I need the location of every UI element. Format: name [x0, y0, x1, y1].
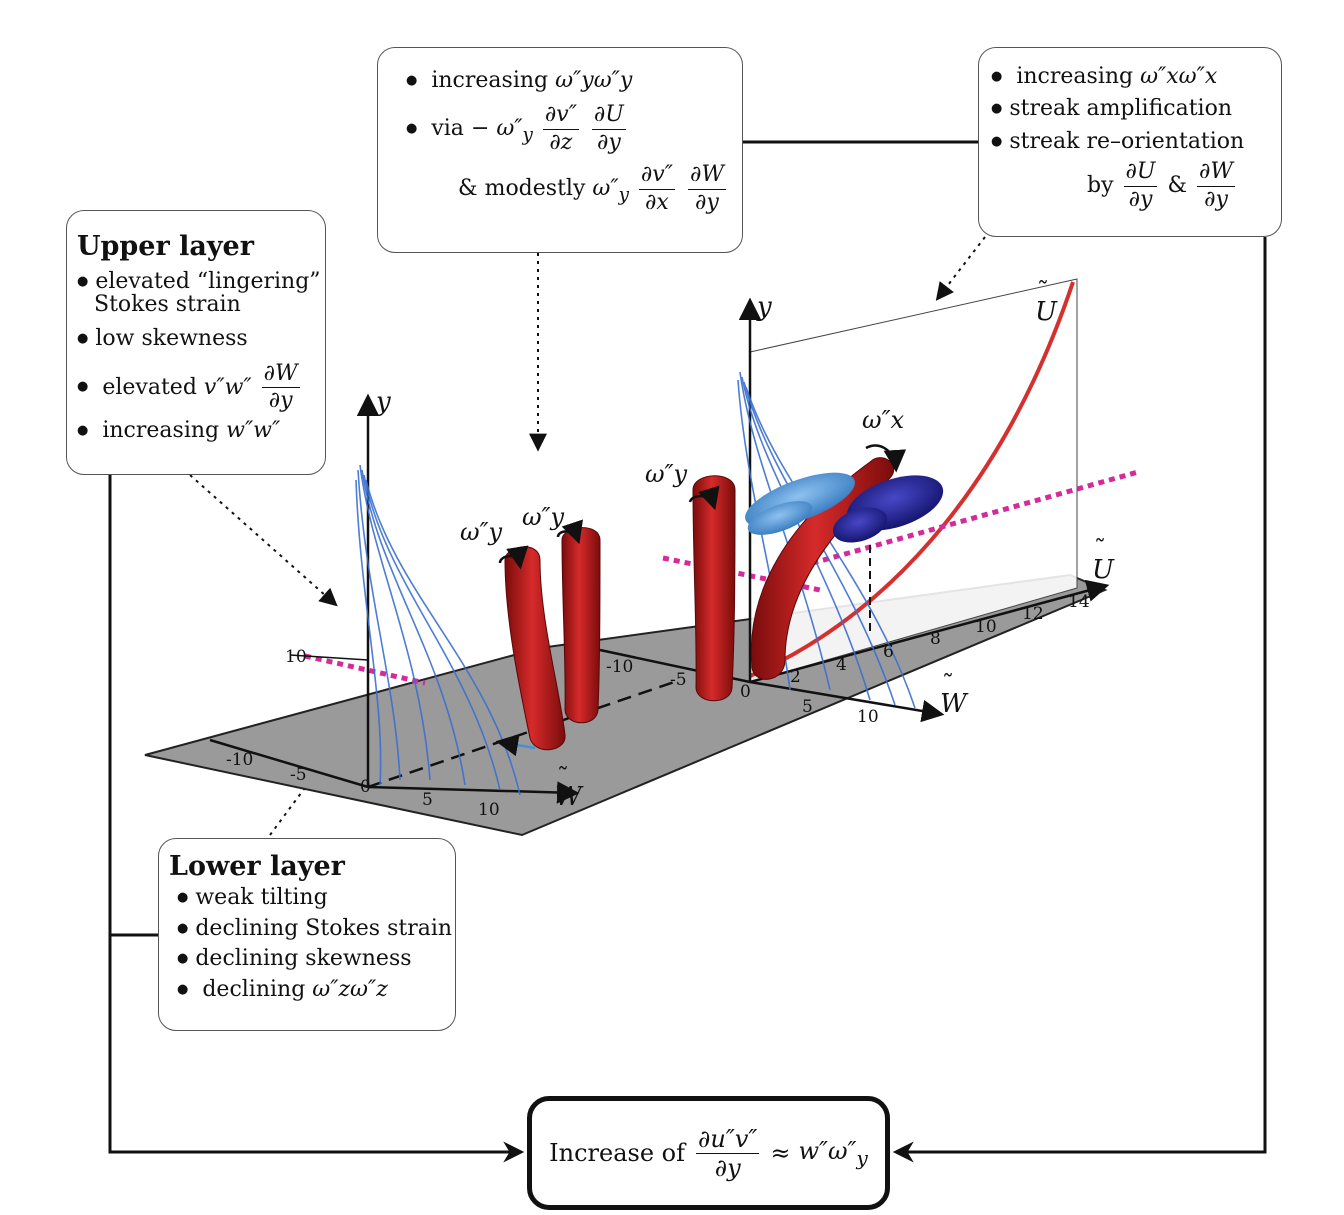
left-w-tick-2: 0: [360, 777, 371, 797]
lower-layer-item-4-expr: ω″zω″z: [312, 976, 388, 1002]
top-middle-item-2: via − ω″y ∂v″∂z ∂U∂y: [406, 102, 732, 156]
right-u-tick-5: 12: [1022, 604, 1044, 624]
left-y-label: y: [375, 387, 391, 417]
lower-layer-item-2: declining Stokes strain: [169, 916, 452, 942]
result-prefix: Increase of: [549, 1139, 685, 1167]
vortex-tubes: [504, 457, 895, 751]
right-u-tick-6: 14: [1068, 592, 1090, 612]
upper-layer-title: Upper layer: [77, 231, 254, 262]
top-middle-item-1: increasing ω″yω″y: [406, 68, 732, 94]
tick-labels: 10 -10 -5 0 5 10 -10 -5 0 5 10 2 4 6 8 1…: [226, 592, 1090, 820]
top-middle-item-3: & modestly ω″y ∂v″ ∂x ∂W ∂y: [458, 162, 726, 215]
upper-layer-item-1-cont: Stokes strain: [94, 291, 241, 317]
upper-layer-box: Upper layer elevated “lingering” Stokes …: [66, 210, 326, 475]
vortex-labels: ω″y ω″y ω″y ω″x: [460, 406, 905, 546]
top-right-box: increasing ω″xω″x streak amplification s…: [978, 47, 1282, 237]
duv-dy-fraction: ∂u″v″ ∂y: [696, 1124, 760, 1182]
dU-dy-fraction: ∂U ∂y: [591, 102, 626, 155]
right-w-tick-0: -10: [606, 657, 633, 677]
top-middle-item-2-expr: − ω″y: [470, 116, 533, 146]
streaks: [745, 472, 944, 543]
right-y-label: y: [756, 292, 772, 322]
right-u-tick-4: 10: [975, 617, 997, 637]
left-axes: [209, 393, 681, 804]
rotation-arrows: [495, 444, 907, 757]
result-rhs: w″ω″y: [798, 1136, 868, 1170]
result-box: Increase of ∂u″v″ ∂y ≈ w″ω″y: [527, 1096, 890, 1210]
dv-dz-fraction: ∂v″ ∂z: [542, 102, 579, 155]
vortex-label-4: ω″x: [862, 406, 905, 434]
left-w-tick-0: -10: [226, 750, 253, 770]
vortex-tube-4: [750, 457, 895, 680]
right-w-tick-2: 0: [740, 682, 751, 702]
top-middle-box: increasing ω″yω″y via − ω″y ∂v″∂z ∂U∂y &…: [377, 47, 743, 253]
left-w-tick-4: 10: [478, 800, 500, 820]
lower-layer-item-3: declining skewness: [169, 946, 449, 972]
upper-layer-item-3: elevated v″w″ ∂W∂y: [77, 361, 315, 415]
dU-dy-fraction-2: ∂U ∂y: [1123, 159, 1158, 212]
right-u-tick-3: 8: [930, 629, 941, 649]
right-u-label: U: [1092, 555, 1115, 585]
dW-dy-fraction-2: ∂W ∂y: [687, 162, 726, 215]
right-u-tilde: ˜: [1094, 535, 1106, 563]
lower-layer-item-1: weak tilting: [169, 885, 449, 911]
right-u-tick-1: 4: [836, 655, 847, 675]
top-right-item-2: streak amplification: [991, 96, 1271, 122]
top-right-item-3: streak re–orientation: [991, 129, 1271, 155]
right-w-tilde: ˜: [942, 670, 954, 698]
top-u-tilde: ˜: [1037, 277, 1049, 305]
top-right-item-1-expr: ω″xω″x: [1140, 64, 1218, 89]
upper-layer-item-3-expr: v″w″: [203, 374, 252, 400]
left-w-tilde: ˜: [557, 763, 569, 791]
right-w-label: W: [940, 689, 969, 719]
top-right-item-1: increasing ω″xω″x: [991, 64, 1271, 90]
left-w-tick-1: -5: [290, 765, 307, 785]
lower-layer-item-4: declining ω″zω″z: [169, 977, 449, 1003]
dv-dx-fraction: ∂v″ ∂x: [638, 162, 675, 215]
upper-layer-item-4-expr: w″w″: [226, 418, 281, 444]
vortex-label-1: ω″y: [460, 518, 503, 546]
axis-labels: y W ˜ y W ˜ U ˜ U ˜: [375, 277, 1115, 812]
right-w-tick-1: -5: [670, 670, 687, 690]
right-w-tick-3: 5: [802, 697, 813, 717]
top-right-item-4: by ∂U ∂y & ∂W ∂y: [1087, 159, 1236, 212]
upper-layer-item-4: increasing w″w″: [77, 418, 315, 444]
vortex-tube-3: [692, 475, 736, 702]
dotted-pointers: [189, 236, 986, 836]
vortex-tube-2: [561, 527, 601, 724]
vortex-label-3: ω″y: [645, 460, 688, 488]
upper-layer-item-1: elevated “lingering”: [77, 269, 320, 295]
lower-layer-box: Lower layer weak tilting declining Stoke…: [158, 838, 456, 1031]
top-u-label: U: [1035, 297, 1058, 327]
vortex-label-2: ω″y: [522, 503, 565, 531]
connector-lines: [108, 140, 1267, 1163]
dW-dy-fraction-3: ∂W ∂y: [1197, 159, 1236, 212]
left-w-label: W: [555, 782, 584, 812]
left-w-tick-3: 5: [422, 790, 433, 810]
vortex-tube-1: [504, 546, 566, 751]
right-w-tick-4: 10: [857, 707, 879, 727]
right-axes: [599, 297, 1110, 723]
dW-dy-fraction: ∂W ∂y: [261, 360, 300, 413]
left-y-tick: 10: [285, 647, 307, 667]
upper-layer-item-2: low skewness: [77, 326, 315, 352]
result-approx: ≈: [770, 1139, 791, 1167]
lower-layer-title: Lower layer: [169, 851, 345, 882]
top-middle-item-1-expr: ω″yω″y: [555, 68, 633, 93]
right-u-tick-2: 6: [883, 642, 894, 662]
right-u-tick-0: 2: [790, 667, 801, 687]
